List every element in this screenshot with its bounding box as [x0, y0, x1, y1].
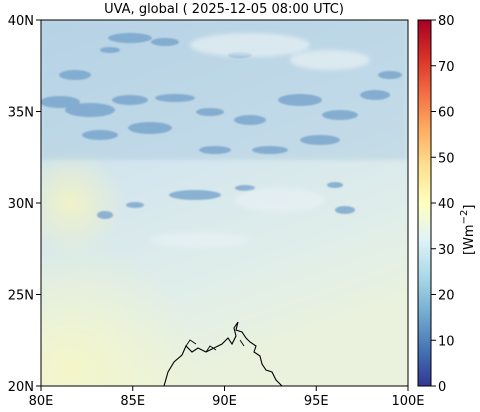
unit-close: ]	[462, 205, 477, 210]
colorbar-tick-label: 0	[438, 380, 446, 395]
colorbar-tick-label: 20	[438, 289, 455, 304]
lon-tick-label: 90E	[212, 394, 237, 409]
colorbar-tick-label: 30	[438, 243, 455, 258]
colorbar-tick-label: 70	[438, 60, 455, 75]
lat-tick-label: 30N	[8, 197, 34, 212]
colorbar-unit-label: [Wm−2]	[459, 205, 477, 255]
lon-tick-label: 100E	[391, 394, 424, 409]
colorbar	[417, 19, 432, 387]
colorbar-tick-label: 60	[438, 106, 455, 121]
longitude-axis: 80E 85E 90E 95E 100E	[29, 386, 425, 409]
coastline	[163, 321, 283, 386]
lat-tick-label: 20N	[8, 380, 34, 395]
unit-exponent: −2	[459, 210, 470, 225]
uva-field	[41, 20, 408, 386]
lon-tick-label: 95E	[304, 394, 329, 409]
lat-tick-label: 40N	[8, 14, 34, 29]
colorbar-axis: 80 70 60 50 40 30 20 10 0	[431, 14, 455, 395]
lat-tick-label: 25N	[8, 289, 34, 304]
colorbar-tick-label: 40	[438, 197, 455, 212]
latitude-axis: 40N 35N 30N 25N 20N	[8, 14, 41, 395]
lon-tick-label: 85E	[120, 394, 145, 409]
colorbar-tick-label: 50	[438, 151, 455, 166]
colorbar-tick-label: 10	[438, 334, 455, 349]
cloud-patches	[41, 33, 402, 219]
lat-tick-label: 35N	[8, 106, 34, 121]
map-title: UVA, global ( 2025-12-05 08:00 UTC)	[104, 2, 344, 17]
lon-tick-label: 80E	[29, 394, 54, 409]
unit-base: [Wm	[462, 224, 477, 255]
svg-text:[Wm−2]: [Wm−2]	[459, 205, 477, 255]
colorbar-tick-label: 80	[438, 14, 455, 29]
